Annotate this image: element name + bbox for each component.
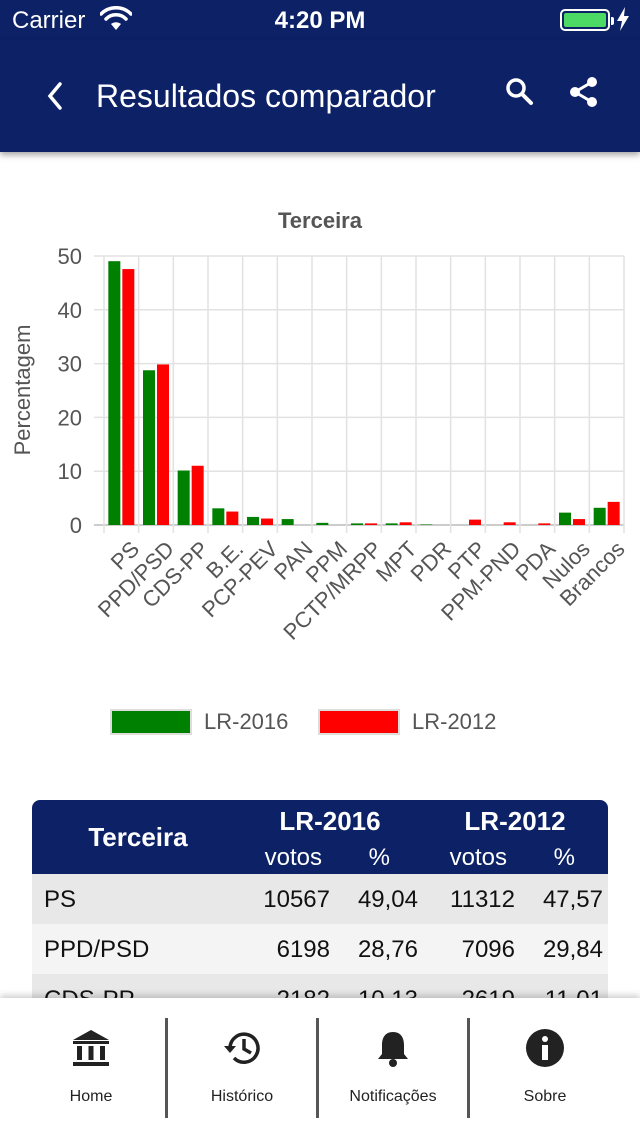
wifi-icon xyxy=(99,6,133,39)
bar-b-e--2[interactable] xyxy=(226,511,239,525)
chart-y-axis-label: Percentagem xyxy=(10,325,35,456)
tab-label: Histórico xyxy=(210,1088,274,1105)
legend-item-series-1[interactable]: LR-2016 xyxy=(110,704,288,740)
bar-cds-pp-2[interactable] xyxy=(191,465,204,525)
cell-pct: 11,01 xyxy=(544,986,603,1000)
info-icon xyxy=(526,1029,564,1067)
table-region-title: Terceira xyxy=(88,822,188,852)
tab-divider xyxy=(467,1018,470,1118)
bar-pdr-1[interactable] xyxy=(420,524,433,525)
battery-icon xyxy=(560,9,614,31)
cell-votes: 11312 xyxy=(450,886,515,913)
bar-nulos-1[interactable] xyxy=(559,512,571,525)
cell-pct: 29,84 xyxy=(542,936,603,963)
bar-pctp-mrpp-1[interactable] xyxy=(351,523,363,525)
bar-pcp-pev-1[interactable] xyxy=(247,516,259,525)
charging-bolt-icon xyxy=(616,6,630,39)
legend-item-series-2[interactable]: LR-2012 xyxy=(318,704,496,740)
y-tick-label: 40 xyxy=(58,298,82,323)
bar-b-e--1[interactable] xyxy=(212,508,225,525)
chart-title: Terceira xyxy=(278,208,363,233)
tab-divider xyxy=(316,1018,319,1118)
bar-ps-2[interactable] xyxy=(122,269,135,525)
y-tick-label: 10 xyxy=(58,459,82,484)
legend-label: LR-2012 xyxy=(412,709,497,734)
chart-legend: LR-2016 LR-2012 xyxy=(0,704,640,740)
bar-nulos-2[interactable] xyxy=(573,519,585,525)
bottom-tab-bar: Home Histórico Notificações Sobre xyxy=(0,998,640,1136)
cell-votes: 10567 xyxy=(263,886,330,913)
history-icon xyxy=(224,1032,260,1064)
status-bar: Carrier 4:20 PM xyxy=(0,0,640,40)
results-table: Terceira LR-2016 LR-2012 votos % votos %… xyxy=(32,800,608,1000)
page-title: Resultados comparador xyxy=(96,78,436,114)
tab-label: Sobre xyxy=(523,1088,567,1105)
bar-ppd-psd-1[interactable] xyxy=(143,370,155,525)
cell-pct: 28,76 xyxy=(357,936,418,963)
cell-party: PPD/PSD xyxy=(44,936,150,963)
bar-pda-2[interactable] xyxy=(538,523,551,525)
back-button[interactable] xyxy=(40,78,72,114)
bar-pctp-mrpp-2[interactable] xyxy=(365,523,377,525)
legend-swatch xyxy=(110,709,192,735)
tab-divider xyxy=(165,1018,168,1118)
table-year-2012: LR-2012 xyxy=(464,806,566,836)
col-votes-2016: votos xyxy=(264,844,322,871)
col-votes-2012: votos xyxy=(449,844,507,871)
app-bar: Resultados comparador xyxy=(0,40,640,152)
tab-label: Home xyxy=(69,1088,113,1105)
bar-brancos-1[interactable] xyxy=(593,507,606,525)
cell-pct: 49,04 xyxy=(357,886,418,913)
bar-brancos-2[interactable] xyxy=(607,501,620,525)
col-pct-2016: % xyxy=(368,844,390,871)
bell-icon xyxy=(378,1032,408,1067)
cell-party: PS xyxy=(44,886,77,913)
legend-label: LR-2016 xyxy=(204,709,289,734)
table-header: Terceira LR-2016 LR-2012 votos % votos % xyxy=(32,800,608,874)
table-row[interactable]: PS 10567 49,04 11312 47,57 xyxy=(32,874,608,924)
search-icon xyxy=(506,78,533,105)
bar-cds-pp-1[interactable] xyxy=(177,470,190,525)
cell-pct: 47,57 xyxy=(542,886,603,913)
cell-party: CDS-PP xyxy=(44,986,135,1000)
chart-svg: 01020304050PSPPD/PSDCDS-PPB.E.PCP-PEVPAN… xyxy=(10,208,630,645)
table-row[interactable]: PPD/PSD 6198 28,76 7096 29,84 xyxy=(32,924,608,974)
cell-votes: 7096 xyxy=(461,936,515,963)
bar-ppd-psd-2[interactable] xyxy=(157,364,169,525)
cell-pct: 10,13 xyxy=(357,986,418,1000)
bar-ptp-2[interactable] xyxy=(469,519,481,525)
bar-ps-1[interactable] xyxy=(108,261,121,525)
bar-mpt-2[interactable] xyxy=(399,522,412,525)
share-icon xyxy=(570,77,597,107)
tab-home[interactable]: Home xyxy=(16,998,166,1136)
cell-votes: 2619 xyxy=(461,986,515,1000)
tab-label: Notificações xyxy=(349,1088,437,1105)
y-tick-label: 30 xyxy=(58,352,82,377)
search-button[interactable] xyxy=(504,76,536,108)
bar-mpt-1[interactable] xyxy=(385,523,398,525)
share-button[interactable] xyxy=(568,76,600,108)
bar-pcp-pev-2[interactable] xyxy=(261,518,273,525)
tab-sobre[interactable]: Sobre xyxy=(470,998,620,1136)
tab-historico[interactable]: Histórico xyxy=(167,998,317,1136)
cell-votes: 2182 xyxy=(276,986,330,1000)
bar-chart: 0 10 20 30 40 50 PS PPD/PSD CDS-PP B.E. PCP-PEV PAN… xyxy=(0,160,640,780)
col-pct-2012: % xyxy=(553,844,575,871)
cell-votes: 6198 xyxy=(276,936,330,963)
legend-swatch xyxy=(318,709,400,735)
carrier-label: Carrier xyxy=(12,7,86,34)
y-tick-label: 50 xyxy=(58,244,82,269)
table-year-2016: LR-2016 xyxy=(279,806,381,836)
bar-ppm-1[interactable] xyxy=(316,522,329,525)
bank-icon xyxy=(73,1030,109,1066)
y-tick-label: 0 xyxy=(70,513,82,538)
table-row[interactable]: CDS-PP 2182 10,13 2619 11,01 xyxy=(32,974,608,1000)
tab-notificacoes[interactable]: Notificações xyxy=(318,998,468,1136)
clock: 4:20 PM xyxy=(274,7,366,34)
bar-ppm-pnd-2[interactable] xyxy=(503,522,516,525)
bar-pan-1[interactable] xyxy=(281,519,294,525)
y-tick-label: 20 xyxy=(58,405,82,430)
